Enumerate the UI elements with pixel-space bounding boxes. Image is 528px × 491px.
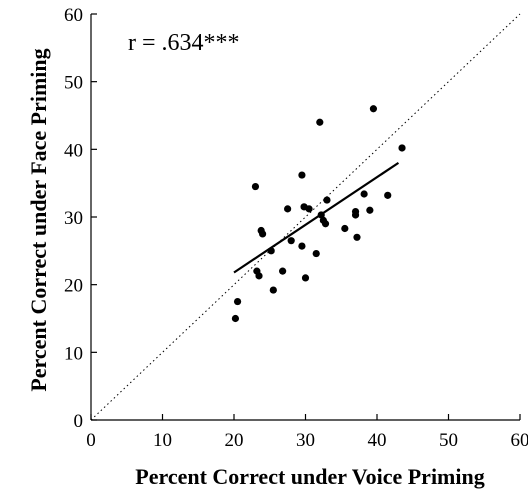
data-point [317,211,325,219]
data-point [301,274,310,282]
data-point [341,224,349,233]
data-point [298,242,306,250]
data-point [231,314,240,323]
data-point [298,171,306,179]
data-point [360,190,368,198]
data-point [369,105,378,113]
y-axis-ticks: 0 10 20 30 40 50 60 [64,5,97,432]
data-point [353,233,361,241]
x-axis-ticks: 0 10 20 30 40 50 60 [86,414,528,451]
data-point [312,249,320,258]
data-point [255,272,263,280]
data-point [305,205,313,213]
data-point [366,206,374,214]
data-point [287,237,295,245]
y-tick-label: 10 [64,343,83,364]
x-tick-label: 60 [511,430,528,451]
data-point [267,247,275,255]
x-tick-label: 50 [439,430,458,451]
x-tick-label: 0 [86,430,96,451]
data-point [279,267,287,275]
data-point [269,286,277,294]
y-axis-title: Percent Correct under Face Priming [26,48,51,391]
y-tick-label: 20 [64,276,83,297]
identity-reference-line [90,13,521,421]
x-tick-label: 10 [153,430,172,451]
data-point [323,196,331,204]
y-tick-label: 0 [74,411,84,432]
x-tick-label: 20 [225,430,244,451]
data-point [384,191,392,199]
data-point [316,118,324,126]
regression-line [233,161,400,274]
data-point [284,205,292,213]
data-point [251,182,260,191]
data-point [351,211,360,219]
x-tick-label: 40 [368,430,387,451]
data-point [259,230,267,238]
y-tick-label: 40 [64,140,83,161]
y-tick-label: 60 [64,5,83,26]
correlation-annotation: r = .634*** [128,30,240,56]
y-tick-label: 30 [64,208,83,229]
data-points [231,105,406,323]
data-point [398,144,406,152]
data-point [321,220,330,228]
x-axis-title: Percent Correct under Voice Priming [135,464,484,489]
data-point [233,297,242,306]
y-tick-label: 50 [64,73,83,94]
x-tick-label: 30 [296,430,315,451]
